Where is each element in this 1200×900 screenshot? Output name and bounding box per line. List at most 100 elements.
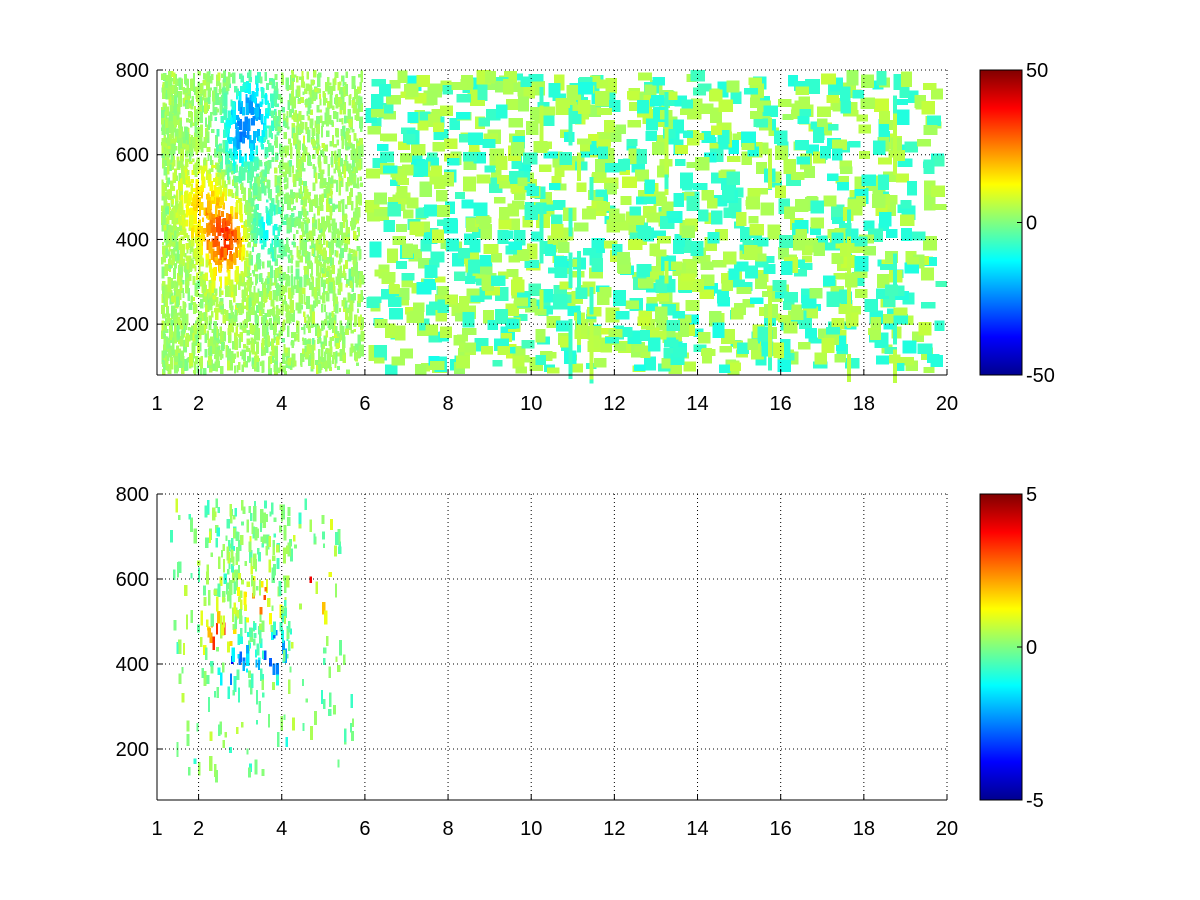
heatmap-cell xyxy=(353,150,356,159)
heatmap-cell xyxy=(218,258,222,272)
heatmap-cell xyxy=(233,252,237,264)
heatmap-cell xyxy=(246,345,249,352)
heatmap-cell xyxy=(790,109,804,116)
heatmap-cell xyxy=(199,299,204,309)
heatmap-cell xyxy=(848,306,861,315)
heatmap-cell xyxy=(420,239,432,252)
heatmap-cell xyxy=(278,240,283,254)
heatmap-cell xyxy=(554,74,565,91)
heatmap-cell xyxy=(274,74,278,80)
heatmap-cell xyxy=(692,183,708,191)
heatmap-cell xyxy=(234,365,237,374)
heatmap-cell xyxy=(342,331,345,344)
heatmap-cell xyxy=(596,201,610,212)
heatmap-cell xyxy=(192,302,196,314)
heatmap-cell xyxy=(326,199,329,211)
heatmap-cell xyxy=(259,628,262,644)
heatmap-cell xyxy=(322,225,325,237)
heatmap-cell xyxy=(318,359,321,366)
heatmap-cell xyxy=(223,597,226,603)
heatmap-cell xyxy=(348,142,353,149)
heatmap-cell xyxy=(305,251,308,261)
heatmap-cell xyxy=(405,83,419,98)
heatmap-cell xyxy=(199,276,204,287)
heatmap-cell xyxy=(311,287,316,297)
heatmap-cell xyxy=(276,544,280,553)
heatmap-cell xyxy=(208,174,212,187)
heatmap-cell xyxy=(267,184,270,193)
heatmap-cell xyxy=(599,286,612,298)
heatmap-cell xyxy=(333,77,337,85)
heatmap-cell xyxy=(174,230,177,242)
heatmap-cell xyxy=(173,280,177,291)
heatmap-cell xyxy=(675,159,686,167)
heatmap-cell xyxy=(622,176,637,188)
heatmap-cell xyxy=(246,519,250,533)
heatmap-cell xyxy=(355,278,359,288)
heatmap-cell xyxy=(239,275,242,287)
heatmap-cell xyxy=(243,349,246,361)
heatmap-cell xyxy=(253,205,258,210)
heatmap-cell xyxy=(253,241,258,248)
heatmap-cell xyxy=(274,175,278,187)
heatmap-cell xyxy=(243,361,246,367)
heatmap-cell xyxy=(167,192,170,198)
heatmap-cell xyxy=(238,596,242,603)
heatmap-cell xyxy=(291,717,296,731)
heatmap-cell xyxy=(225,535,228,541)
heatmap-cell xyxy=(265,125,270,129)
heatmap-cell xyxy=(432,229,445,243)
heatmap-cell xyxy=(338,333,341,343)
heatmap-cell xyxy=(798,342,811,350)
heatmap-cell xyxy=(355,250,358,257)
heatmap-cell xyxy=(187,88,190,94)
heatmap-cell xyxy=(232,690,235,696)
heatmap-cell xyxy=(323,259,327,263)
heatmap-cell xyxy=(664,165,669,190)
x-tick-label: 2 xyxy=(193,818,204,840)
heatmap-cell xyxy=(685,300,700,311)
heatmap-cell xyxy=(233,602,236,615)
heatmap-cell xyxy=(912,331,925,342)
heatmap-cell xyxy=(230,564,234,573)
heatmap-cell xyxy=(333,545,337,557)
heatmap-cell xyxy=(615,311,630,320)
heatmap-cell xyxy=(229,640,233,646)
heatmap-cell xyxy=(756,161,767,174)
heatmap-cell xyxy=(437,219,450,226)
heatmap-cell xyxy=(224,152,228,165)
heatmap-cell xyxy=(238,282,241,291)
heatmap-cell xyxy=(199,357,203,366)
heatmap-cell xyxy=(229,206,234,215)
heatmap-cell xyxy=(186,205,189,216)
heatmap-cell xyxy=(241,296,245,302)
heatmap-cell xyxy=(249,134,252,145)
heatmap-cell xyxy=(348,118,353,128)
heatmap-cell xyxy=(672,311,686,319)
heatmap-cell xyxy=(767,224,781,240)
heatmap-cell xyxy=(288,258,292,263)
heatmap-cell xyxy=(399,348,414,359)
heatmap-cell xyxy=(917,343,933,354)
heatmap-cell xyxy=(707,198,718,209)
heatmap-cell xyxy=(251,161,254,170)
heatmap-cell xyxy=(186,102,189,110)
heatmap-cell xyxy=(239,119,243,131)
heatmap-cell xyxy=(415,364,427,375)
heatmap-cell xyxy=(311,248,314,254)
heatmap-cell xyxy=(825,327,841,335)
heatmap-cell xyxy=(595,189,608,198)
heatmap-cell xyxy=(339,265,342,277)
heatmap-cell xyxy=(872,186,884,198)
heatmap-cell xyxy=(210,129,215,133)
y-tick-label: 800 xyxy=(116,484,149,506)
heatmap-cell xyxy=(290,265,293,274)
heatmap-cell xyxy=(228,214,232,221)
heatmap-cell xyxy=(255,304,260,314)
heatmap-cell xyxy=(288,159,293,167)
heatmap-cell xyxy=(250,232,253,242)
heatmap-cell xyxy=(342,75,345,87)
heatmap-cell xyxy=(163,347,168,359)
heatmap-cell xyxy=(171,70,174,78)
heatmap-cell xyxy=(326,265,331,276)
